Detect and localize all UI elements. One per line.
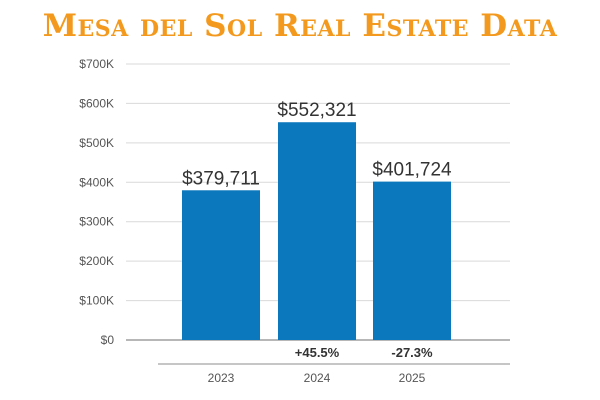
y-tick-label: $200K <box>79 254 114 268</box>
data-label: $552,321 <box>277 100 356 121</box>
y-tick-label: $300K <box>79 215 114 229</box>
data-label: $379,711 <box>182 168 260 189</box>
y-tick-label: $700K <box>79 57 114 71</box>
x-tick-label: 2024 <box>304 371 331 385</box>
bar-2025 <box>373 181 451 340</box>
y-tick-label: $0 <box>101 333 115 347</box>
change-label: +45.5% <box>295 345 340 360</box>
bar-2023 <box>182 190 260 340</box>
y-tick-label: $400K <box>79 175 114 189</box>
bar-2024 <box>278 122 356 340</box>
chart-title: Mesa del Sol Real Estate Data <box>42 8 558 44</box>
data-label: $401,724 <box>372 160 452 181</box>
y-tick-label: $100K <box>79 294 114 308</box>
y-tick-label: $600K <box>79 96 114 110</box>
y-tick-label: $500K <box>79 136 114 150</box>
change-label: -27.3% <box>391 345 433 360</box>
x-tick-label: 2025 <box>399 371 426 385</box>
x-tick-label: 2023 <box>208 371 235 385</box>
